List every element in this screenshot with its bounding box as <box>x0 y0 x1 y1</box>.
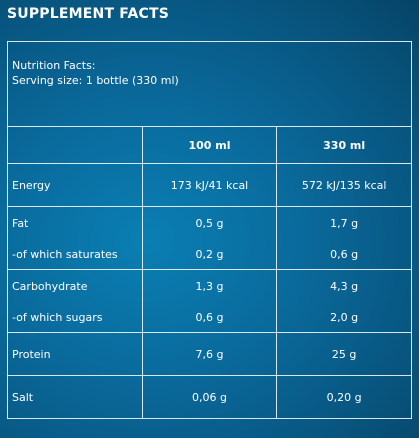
row-label: Protein <box>7 332 143 376</box>
value-100ml: 1,3 g <box>141 269 278 302</box>
value-100ml: 0,6 g <box>141 302 278 333</box>
header-330ml: 330 ml <box>276 126 412 164</box>
value-330ml: 25 g <box>276 332 412 376</box>
header-100ml: 100 ml <box>141 126 278 164</box>
row-label: Fat <box>7 206 143 239</box>
table-row-protein: Protein 7,6 g 25 g <box>7 332 412 376</box>
table-title-row: Nutrition Facts: Serving size: 1 bottle … <box>7 41 412 127</box>
table-row-fat: Fat 0,5 g 1,7 g <box>7 206 412 239</box>
serving-size-text: Serving size: 1 bottle (330 ml) <box>12 74 179 87</box>
nutrition-facts-table: Nutrition Facts: Serving size: 1 bottle … <box>7 41 412 419</box>
table-title-cell: Nutrition Facts: Serving size: 1 bottle … <box>7 41 412 127</box>
row-label: -of which sugars <box>7 302 143 333</box>
value-100ml: 0,2 g <box>141 239 278 270</box>
value-100ml: 0,06 g <box>141 375 278 419</box>
value-100ml: 0,5 g <box>141 206 278 239</box>
table-row-salt: Salt 0,06 g 0,20 g <box>7 375 412 419</box>
value-330ml: 4,3 g <box>276 269 412 302</box>
row-label: Energy <box>7 163 143 207</box>
value-330ml: 1,7 g <box>276 206 412 239</box>
page-heading: SUPPLEMENT FACTS <box>7 6 169 22</box>
table-row-saturates: -of which saturates 0,2 g 0,6 g <box>7 239 412 270</box>
column-header-row: 100 ml 330 ml <box>7 126 412 164</box>
table-row-sugars: -of which sugars 0,6 g 2,0 g <box>7 302 412 333</box>
row-label: Carbohydrate <box>7 269 143 302</box>
value-330ml: 2,0 g <box>276 302 412 333</box>
value-100ml: 7,6 g <box>141 332 278 376</box>
row-label: Salt <box>7 375 143 419</box>
value-330ml: 572 kJ/135 kcal <box>276 163 412 207</box>
table-row-carbohydrate: Carbohydrate 1,3 g 4,3 g <box>7 269 412 302</box>
row-label: -of which saturates <box>7 239 143 270</box>
value-330ml: 0,6 g <box>276 239 412 270</box>
value-100ml: 173 kJ/41 kcal <box>141 163 278 207</box>
table-row-energy: Energy 173 kJ/41 kcal 572 kJ/135 kcal <box>7 163 412 207</box>
value-330ml: 0,20 g <box>276 375 412 419</box>
nutrition-facts-title: Nutrition Facts: <box>12 59 96 72</box>
header-empty-cell <box>7 126 143 164</box>
